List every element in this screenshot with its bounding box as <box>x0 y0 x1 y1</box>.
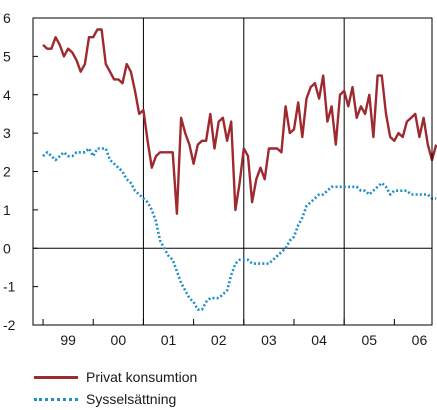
y-tick-label: -2 <box>3 317 16 333</box>
grid-lines <box>33 18 432 325</box>
legend-swatch-dotted <box>34 397 78 401</box>
x-tick-label: 99 <box>60 332 76 348</box>
y-tick-label: 2 <box>3 164 11 180</box>
series-group <box>42 28 437 311</box>
x-tick-label: 05 <box>361 332 377 348</box>
y-tick-label: 0 <box>3 240 11 256</box>
plot-frame <box>32 17 433 326</box>
x-tick-label: 06 <box>412 332 428 348</box>
legend-swatch-solid <box>34 375 78 379</box>
y-tick-label: 3 <box>3 125 11 141</box>
legend: Privat konsumtion Sysselsättning <box>34 366 197 410</box>
x-tick-label: 04 <box>311 332 327 348</box>
y-tick-label: -1 <box>3 279 16 295</box>
legend-label: Privat konsumtion <box>86 369 198 385</box>
y-tick-label: 6 <box>3 10 11 26</box>
x-tick-label: 02 <box>211 332 227 348</box>
y-tick-label: 4 <box>3 87 11 103</box>
series-line-sysselsattning <box>42 147 437 311</box>
y-tick-label: 1 <box>3 202 11 218</box>
x-tick-label: 00 <box>111 332 127 348</box>
y-tick-label: 5 <box>3 48 11 64</box>
x-tick-label: 01 <box>161 332 177 348</box>
legend-item-privat-konsumtion: Privat konsumtion <box>34 366 197 388</box>
legend-item-sysselsattning: Sysselsättning <box>34 388 197 410</box>
x-tick-label: 03 <box>261 332 277 348</box>
legend-label: Sysselsättning <box>86 391 177 407</box>
series-line-privat-konsumtion <box>42 28 437 215</box>
